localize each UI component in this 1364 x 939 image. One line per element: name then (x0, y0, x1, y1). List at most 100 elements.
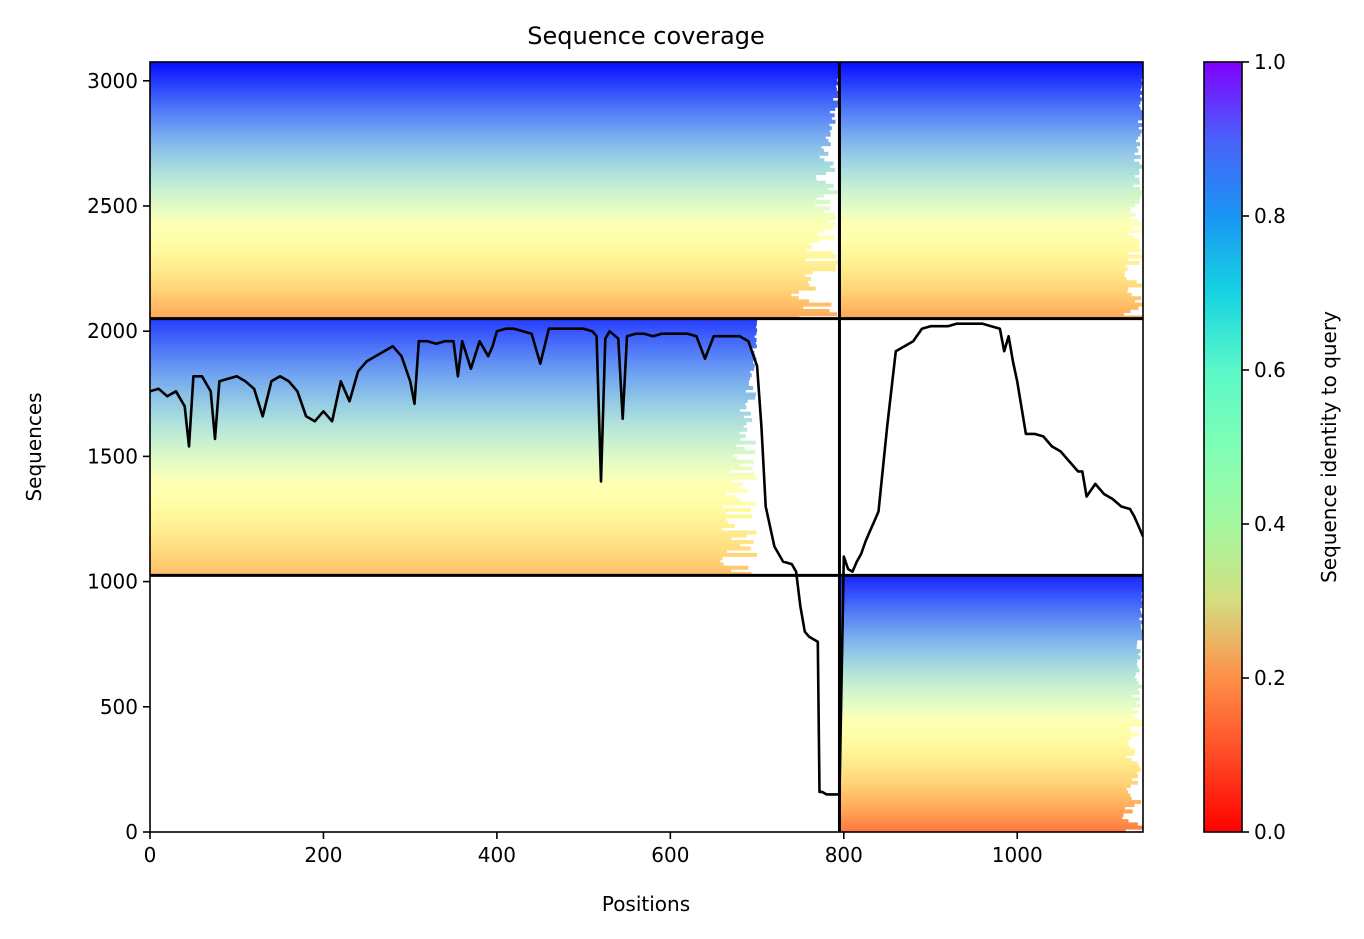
heatmap-band (839, 690, 1140, 695)
heatmap-band (839, 119, 1139, 124)
heatmap-band (839, 639, 1138, 644)
heatmap-band (150, 437, 741, 442)
heatmap-band (150, 183, 834, 188)
heatmap-band (150, 508, 751, 512)
heatmap-band (150, 62, 840, 66)
heatmap-band (150, 94, 839, 99)
heatmap-band (839, 700, 1137, 705)
heatmap-band (150, 129, 830, 134)
colorbar-tick-label: 0.0 (1254, 820, 1286, 844)
heatmap-band (839, 623, 1141, 628)
heatmap-band (150, 392, 756, 397)
heatmap-band (839, 793, 1131, 798)
heatmap-block-chain-a-unpaired (150, 318, 758, 577)
heatmap-band (150, 456, 737, 461)
heatmap-band (150, 463, 741, 467)
heatmap-band (150, 254, 837, 259)
heatmap-band (150, 148, 824, 153)
heatmap-band (839, 668, 1140, 673)
coverage-line (150, 322, 1143, 796)
heatmap-band (839, 687, 1138, 692)
heatmap-band (839, 110, 1143, 115)
heatmap-band (839, 796, 1132, 801)
heatmap-band (839, 716, 1138, 721)
heatmap-band (150, 270, 813, 275)
heatmap-band (150, 241, 810, 246)
heatmap-band (839, 180, 1140, 185)
heatmap-band (839, 678, 1137, 682)
heatmap-band (839, 264, 1126, 269)
y-tick-label: 3000 (87, 69, 138, 93)
heatmap-band (839, 171, 1140, 176)
heatmap-band (839, 787, 1127, 792)
heatmap-band (839, 193, 1141, 198)
heatmap-band (150, 81, 839, 86)
heatmap-band (150, 209, 824, 214)
heatmap-band (150, 90, 840, 95)
heatmap-band (150, 386, 754, 390)
heatmap-band (150, 431, 740, 435)
heatmap-band (839, 293, 1132, 297)
heatmap-band (150, 398, 748, 403)
heatmap-band (839, 97, 1142, 102)
heatmap-band (150, 511, 726, 516)
heatmap-band (839, 607, 1141, 612)
heatmap-block-chain-b-paired (839, 62, 1143, 320)
heatmap-band (150, 296, 799, 301)
heatmap-band (839, 305, 1139, 310)
heatmap-band (150, 498, 741, 503)
heatmap-band (150, 363, 755, 368)
heatmap-band (839, 665, 1138, 670)
heatmap-band (839, 280, 1137, 285)
heatmap-band (839, 302, 1143, 307)
heatmap-band (150, 546, 751, 551)
heatmap-band (839, 662, 1137, 666)
heatmap-band (150, 78, 838, 82)
heatmap-band (150, 517, 726, 522)
heatmap-band (839, 94, 1141, 99)
heatmap-band (150, 434, 746, 439)
x-tick-label: 200 (304, 843, 342, 867)
heatmap-band (150, 405, 747, 410)
heatmap-band (150, 164, 831, 169)
colorbar-gradient (1203, 61, 1243, 833)
heatmap-band (150, 414, 744, 419)
heatmap-band (150, 283, 810, 288)
heatmap-band (150, 411, 751, 416)
heatmap-band (839, 68, 1143, 73)
heatmap-band (839, 758, 1132, 763)
heatmap-band (150, 543, 741, 548)
heatmap-band (150, 155, 820, 159)
heatmap-band (150, 251, 833, 256)
heatmap-band (839, 751, 1135, 756)
heatmap-band (839, 190, 1142, 195)
heatmap-band (839, 777, 1132, 782)
heatmap-band (150, 354, 756, 358)
heatmap-band (839, 151, 1135, 156)
heatmap-band (150, 318, 758, 323)
heatmap-band (150, 235, 835, 240)
y-tick-label: 0 (125, 820, 138, 844)
heatmap-band (839, 655, 1141, 660)
heatmap-band (150, 395, 756, 400)
heatmap-band (150, 100, 840, 105)
heatmap-band (150, 514, 752, 519)
heatmap-band (839, 597, 1142, 602)
heatmap-band (839, 719, 1142, 724)
heatmap-band (839, 626, 1142, 631)
heatmap-band (839, 681, 1139, 686)
heatmap-band (150, 264, 836, 269)
heatmap-band (839, 187, 1141, 192)
heatmap-band (150, 501, 756, 506)
heatmap-band (150, 135, 826, 140)
heatmap-band (839, 277, 1127, 281)
heatmap-band (839, 267, 1128, 272)
heatmap-band (839, 729, 1132, 734)
heatmap-band (150, 219, 830, 224)
y-axis-label: Sequences (22, 392, 46, 501)
heatmap-band (839, 283, 1142, 288)
heatmap-band (150, 196, 817, 201)
heatmap-band (150, 277, 812, 281)
heatmap-band (150, 126, 832, 131)
heatmap-band (839, 289, 1128, 294)
